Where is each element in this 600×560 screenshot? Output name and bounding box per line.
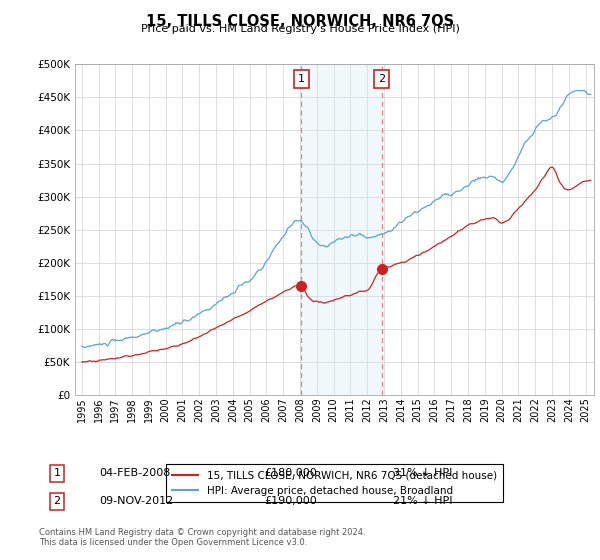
Legend: 15, TILLS CLOSE, NORWICH, NR6 7QS (detached house), HPI: Average price, detached: 15, TILLS CLOSE, NORWICH, NR6 7QS (detac…: [166, 464, 503, 502]
Text: Contains HM Land Registry data © Crown copyright and database right 2024.
This d: Contains HM Land Registry data © Crown c…: [39, 528, 365, 547]
Text: 2: 2: [378, 74, 385, 84]
Text: 09-NOV-2012: 09-NOV-2012: [99, 496, 173, 506]
Text: 2: 2: [53, 496, 61, 506]
Bar: [301, 64, 382, 395]
Text: £190,000: £190,000: [264, 496, 317, 506]
Text: 21% ↓ HPI: 21% ↓ HPI: [393, 496, 452, 506]
Text: 15, TILLS CLOSE, NORWICH, NR6 7QS: 15, TILLS CLOSE, NORWICH, NR6 7QS: [146, 14, 454, 29]
Text: 04-FEB-2008: 04-FEB-2008: [99, 468, 170, 478]
Text: 1: 1: [298, 74, 305, 84]
Text: 1: 1: [53, 468, 61, 478]
Text: 31% ↓ HPI: 31% ↓ HPI: [393, 468, 452, 478]
Text: Price paid vs. HM Land Registry's House Price Index (HPI): Price paid vs. HM Land Registry's House …: [140, 24, 460, 34]
Text: £180,000: £180,000: [264, 468, 317, 478]
